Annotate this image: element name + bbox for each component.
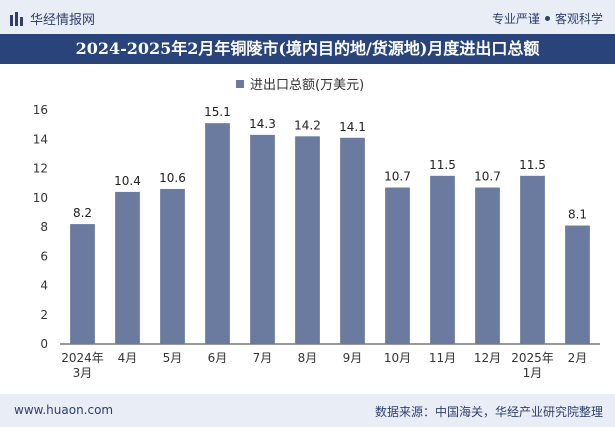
brand-bars-icon [10, 11, 23, 26]
x-tick-label: 6月 [208, 351, 228, 365]
motto-left: 专业严谨 [491, 12, 540, 26]
data-label: 14.1 [339, 120, 366, 134]
y-tick-label: 14 [33, 132, 48, 146]
bar [385, 187, 410, 344]
footer-band: www.huaon.com 数据来源：中国海关，华经产业研究院整理 [0, 394, 615, 427]
legend-swatch [236, 80, 244, 88]
legend-label: 进出口总额(万美元) [250, 78, 364, 93]
brand-name: 华经情报网 [30, 13, 96, 28]
x-tick-label: 2月 [568, 351, 588, 365]
x-tick-label: 3月 [73, 366, 93, 380]
site-url[interactable]: www.huaon.com [14, 403, 114, 417]
bar [520, 175, 545, 344]
data-source: 数据来源：中国海关，华经产业研究院整理 [374, 405, 603, 419]
bar [430, 175, 455, 344]
x-tick-label: 12月 [474, 351, 501, 365]
bullet-icon [544, 16, 550, 21]
y-tick-label: 4 [40, 279, 48, 293]
x-tick-label: 1月 [523, 366, 543, 380]
top-band: 华经情报网 专业严谨 客观科学 [0, 0, 615, 34]
motto-right: 客观科学 [554, 12, 603, 26]
data-label: 15.1 [204, 105, 231, 119]
data-label: 8.2 [73, 206, 92, 220]
bar [340, 137, 365, 344]
y-tick-label: 0 [40, 337, 48, 351]
motto: 专业严谨 客观科学 [492, 10, 603, 27]
data-label: 10.7 [384, 170, 411, 184]
x-tick-label: 9月 [343, 351, 363, 365]
data-label: 14.2 [294, 118, 321, 132]
bar [70, 224, 95, 344]
bar [115, 191, 140, 344]
brand: 华经情报网 [10, 9, 95, 28]
data-label: 11.5 [429, 158, 456, 172]
data-label: 8.1 [568, 208, 587, 222]
y-tick-label: 12 [33, 162, 48, 176]
x-tick-label: 10月 [384, 351, 411, 365]
data-label: 10.7 [474, 170, 501, 184]
bar [160, 188, 185, 344]
data-label: 10.6 [159, 171, 186, 185]
y-tick-label: 10 [33, 191, 48, 205]
bar [565, 225, 590, 344]
y-tick-label: 2 [40, 308, 48, 322]
x-tick-label: 2025年 [511, 351, 554, 365]
data-label: 14.3 [249, 117, 276, 131]
x-tick-label: 4月 [118, 351, 138, 365]
bar [250, 134, 275, 344]
y-tick-label: 6 [40, 249, 48, 263]
bar [475, 187, 500, 344]
data-label: 10.4 [114, 174, 141, 188]
x-tick-label: 7月 [253, 351, 273, 365]
data-label: 11.5 [519, 158, 546, 172]
chart-title: 2024-2025年2月年铜陵市(境内目的地/货源地)月度进出口总额 [0, 34, 615, 64]
bar [205, 123, 230, 344]
x-tick-label: 11月 [429, 351, 456, 365]
bar [295, 136, 320, 344]
x-tick-label: 2024年 [61, 351, 104, 365]
x-tick-label: 8月 [298, 351, 318, 365]
x-tick-label: 5月 [163, 351, 183, 365]
y-tick-label: 8 [40, 220, 48, 234]
y-tick-label: 16 [33, 103, 48, 117]
